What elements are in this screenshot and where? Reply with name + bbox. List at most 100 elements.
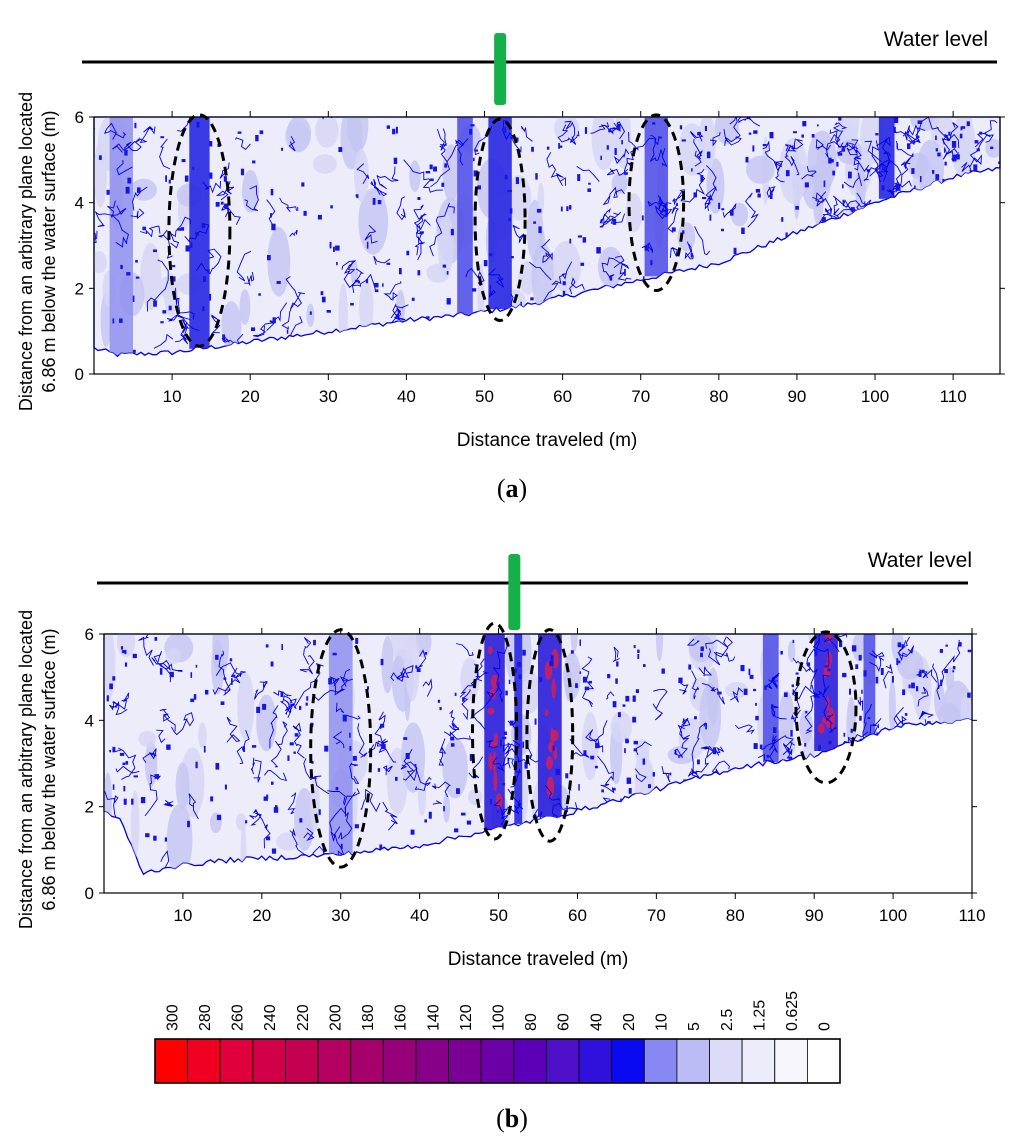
contour-speck [945, 644, 948, 647]
contour-speck [223, 677, 227, 680]
contour-speck [512, 668, 518, 673]
contour-speck [154, 637, 158, 641]
contour-line [390, 667, 410, 682]
contour-speck [270, 213, 272, 218]
contour-speck [806, 662, 811, 667]
contour-speck [159, 667, 163, 675]
contour-line [329, 676, 343, 696]
contour-line [791, 685, 830, 700]
contour-speck [577, 235, 583, 238]
station-marker [494, 33, 507, 105]
contour-line [969, 134, 994, 168]
x-tick-label: 30 [319, 387, 338, 406]
contour-line [223, 671, 246, 696]
contour-speck [106, 189, 110, 195]
colorbar-label: 300 [164, 1004, 181, 1031]
contour-speck [414, 763, 417, 768]
contour-speck [596, 247, 601, 254]
contour-line [356, 163, 370, 185]
contour-speck [232, 674, 236, 678]
contour-speck [901, 644, 905, 648]
colorbar-cell [219, 1038, 254, 1084]
contour-line [915, 668, 938, 683]
contour-line [713, 636, 729, 658]
peak-spot [546, 756, 553, 770]
contour-speck [266, 794, 269, 799]
contour-line [698, 666, 713, 677]
contour-speck [697, 131, 701, 136]
y-tick-label: 4 [85, 711, 94, 730]
contour-speck [135, 259, 138, 263]
contour-speck [265, 644, 269, 648]
contour-speck [446, 298, 451, 305]
contour-speck [951, 141, 957, 148]
contour-speck [961, 126, 966, 129]
intensity-patch [442, 737, 468, 799]
contour-speck [220, 701, 225, 705]
contour-speck [850, 207, 855, 212]
contour-line [846, 146, 859, 156]
contour-speck [691, 168, 693, 172]
contour-line [254, 680, 268, 700]
contour-line [502, 120, 522, 153]
contour-speck [682, 718, 685, 723]
peak-spot [550, 727, 554, 749]
contour-speck [446, 271, 449, 275]
contour-speck [134, 122, 137, 129]
highlight-ellipse [471, 621, 519, 841]
contour-speck [749, 674, 754, 679]
contour-speck [355, 194, 359, 197]
contour-speck [321, 296, 326, 303]
contour-speck [318, 809, 321, 815]
intensity-patch [312, 154, 337, 174]
x-tick-label: 30 [331, 906, 350, 925]
contour-speck [271, 781, 274, 785]
contour-line [823, 637, 840, 653]
contour-line [766, 186, 776, 198]
contour-line [863, 167, 884, 182]
contour-line [289, 229, 298, 237]
high-intensity-band [488, 117, 512, 310]
contour-speck [709, 214, 712, 221]
intensity-patch [239, 289, 251, 325]
contour-speck [518, 674, 522, 680]
contour-speck [505, 690, 508, 696]
contour-line [338, 791, 356, 840]
contour-speck [633, 748, 638, 752]
colorbar-label: 180 [360, 1004, 377, 1031]
x-axis-label: Distance traveled (m) [448, 949, 629, 970]
panel-a: 10 20 30 40 50 60 70 80 90 100 110 0 2 4 6 Water level D… [16, 28, 1005, 451]
contour-speck [959, 133, 963, 139]
contour-line [285, 662, 324, 715]
colorbar-label: 240 [262, 1004, 279, 1031]
contour-line [705, 636, 733, 649]
contour-speck [203, 745, 206, 753]
intensity-patch [166, 804, 193, 875]
contour-speck [180, 227, 184, 231]
colorbar-cell [774, 1038, 808, 1084]
contour-line [520, 125, 533, 142]
contour-speck [508, 679, 511, 685]
contour-line [686, 638, 700, 646]
intensity-patch [460, 657, 480, 701]
contour-speck [508, 218, 511, 222]
y-tick-label: 0 [75, 365, 84, 384]
y-tick-label: 2 [85, 798, 94, 817]
contour-line [734, 724, 755, 735]
x-tick-label: 60 [568, 906, 587, 925]
highlight-ellipse [794, 630, 858, 785]
contour-line [576, 166, 600, 182]
contour-line [486, 740, 498, 749]
contour-line [94, 230, 98, 253]
contour-line [701, 682, 725, 705]
contour-line [862, 703, 873, 742]
contour-speck [472, 288, 477, 292]
contour-speck [417, 197, 421, 200]
intensity-patch [787, 640, 796, 663]
contour-line [159, 138, 171, 170]
contour-speck [320, 291, 324, 296]
contour-speck [622, 704, 626, 707]
contour-line [869, 650, 885, 661]
contour-line [422, 678, 433, 697]
contour-speck [607, 674, 611, 679]
